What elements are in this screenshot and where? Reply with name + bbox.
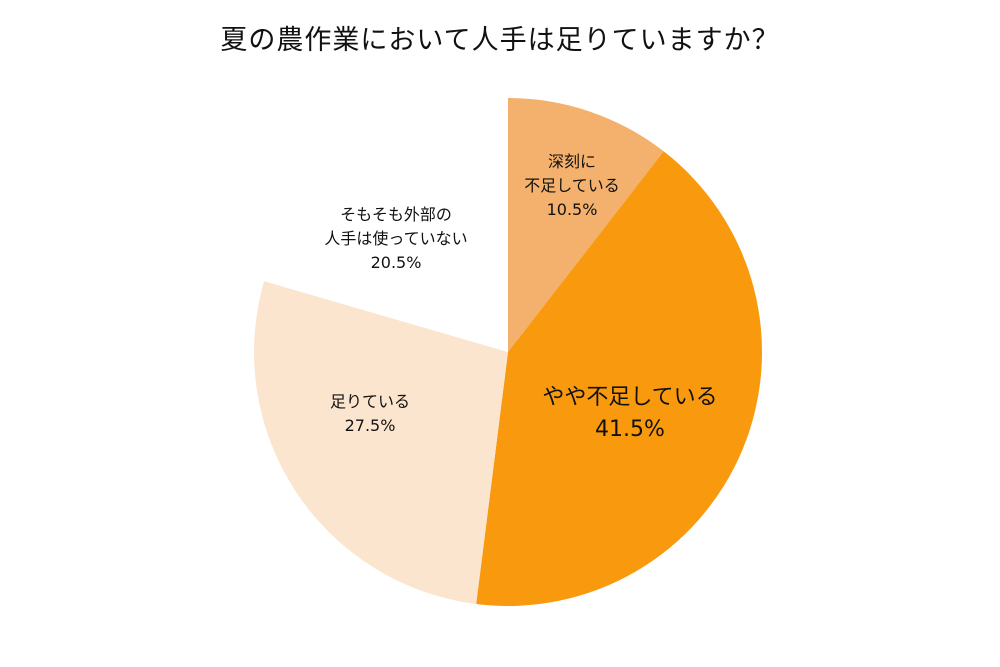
slice-value-text: 20.5% xyxy=(371,253,422,272)
slice-category-text: そもそも外部の xyxy=(340,205,452,224)
pie-slices xyxy=(254,98,763,607)
slice-category-text: やや不足している xyxy=(542,385,717,410)
pie-slice-4 xyxy=(264,98,508,352)
slice-value-text: 27.5% xyxy=(345,416,396,435)
pie-slice-1 xyxy=(508,98,664,352)
chart-title: 夏の農作業において人手は足りていますか？ xyxy=(220,25,780,56)
slice-value-text: 10.5% xyxy=(547,200,598,219)
slice-label-4: そもそも外部の人手は使っていない 20.5% xyxy=(324,205,467,272)
slice-category-text: 人手は使っていない xyxy=(324,229,467,248)
pie-slice-2 xyxy=(476,151,763,607)
pie-slice-3 xyxy=(254,281,508,604)
slice-label-1: 深刻に不足している 10.5% xyxy=(524,152,620,219)
slice-category-text: 不足している xyxy=(524,176,620,195)
slice-category-text: 足りている xyxy=(330,392,410,411)
slice-label-2: やや不足している 41.5% xyxy=(542,385,717,442)
slice-label-3: 足りている 27.5% xyxy=(330,392,410,435)
pie-labels: 深刻に不足している 10.5% やや不足している 41.5% 足りている 27.5% そもそ… xyxy=(324,152,717,442)
slice-category-text: 深刻に xyxy=(548,152,596,171)
slice-value-text: 41.5% xyxy=(595,417,665,442)
